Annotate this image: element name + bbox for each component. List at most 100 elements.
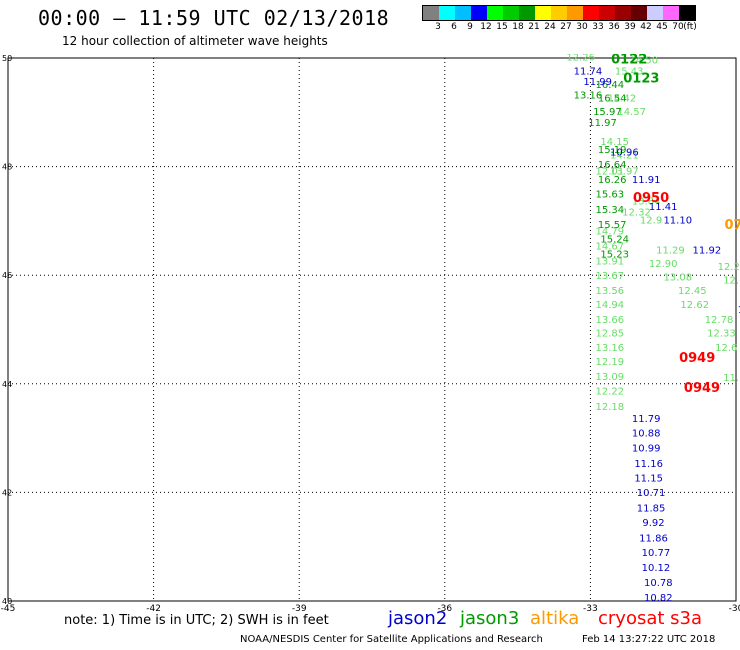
color-scale-swatch (615, 6, 631, 20)
wave-height-value: 11.29 (656, 245, 685, 256)
lon-tick-label: -42 (146, 604, 161, 614)
wave-height-value: 10.96 (610, 148, 639, 159)
wave-height-value: 14.94 (595, 300, 624, 311)
wave-height-value: 11.85 (637, 503, 666, 514)
wave-height-value: 12.9 (640, 216, 662, 227)
wave-height-value: 12.6 (715, 343, 737, 354)
lon-tick-label: -33 (583, 604, 598, 614)
color-scale-labels: 3 6 9 12 15 18 21 24 27 30 33 36 39 42 45 70 (ft) (422, 21, 697, 33)
color-scale-label: 15 (496, 22, 508, 32)
wave-height-value: 13.16 (574, 91, 603, 102)
color-scale-swatch (455, 6, 471, 20)
color-scale-swatch (567, 6, 583, 20)
lon-tick-label: -45 (1, 604, 16, 614)
wave-height-value: 14.57 (617, 107, 646, 118)
wave-height-value: 12.33 (707, 329, 736, 340)
wave-height-value: 11.16 (634, 459, 663, 470)
color-scale-label: 42 (640, 22, 652, 32)
wave-height-value: 10.82 (644, 593, 673, 604)
wave-height-value: 14.67 (595, 242, 624, 253)
color-scale-bar (422, 5, 696, 21)
wave-height-value: 11.92 (693, 245, 722, 256)
color-scale-label: 27 (560, 22, 572, 32)
wave-height-value: 13.91 (595, 256, 624, 267)
wave-height-value: 14.50 (629, 55, 658, 66)
wave-height-value: 12.90 (649, 259, 678, 270)
lon-tick-label: -39 (292, 604, 307, 614)
wave-height-value: 13.09 (595, 372, 624, 383)
color-scale-swatch (535, 6, 551, 20)
lat-tick-label: 42 (2, 488, 12, 497)
wave-height-value: 16.26 (598, 175, 627, 186)
wave-height-value: 11.41 (649, 202, 678, 213)
color-scale-swatch (423, 6, 439, 20)
lat-tick-label: 50 (2, 54, 12, 63)
color-scale-swatch (551, 6, 567, 20)
wave-height-value: 12.22 (595, 387, 624, 398)
page-title: 00:00 – 11:59 UTC 02/13/2018 (38, 6, 390, 30)
page-subtitle: 12 hour collection of altimeter wave hei… (62, 34, 328, 48)
wave-height-value: 12.01 (595, 167, 624, 178)
wave-height-value: 13.66 (595, 315, 624, 326)
lon-tick-label: -36 (437, 604, 452, 614)
color-scale-legend: 3 6 9 12 15 18 21 24 27 30 33 36 39 42 45 70 (ft) (422, 5, 697, 33)
color-scale-swatch (663, 6, 679, 20)
lat-tick-label: 44 (2, 380, 12, 389)
color-scale-label: 39 (624, 22, 636, 32)
legend-jason2: jason2 (388, 608, 448, 629)
wave-height-value: 11. (723, 373, 739, 384)
wave-height-value: 11.79 (632, 414, 661, 425)
wave-height-value: 11. (738, 305, 740, 316)
wave-height-value: 15.57 (598, 220, 627, 231)
wave-height-value: 14.42 (608, 93, 637, 104)
map-frame (7, 57, 737, 602)
wave-height-value: 15.63 (595, 190, 624, 201)
wave-height-value: 12.26 (566, 53, 595, 64)
wave-height-value: 12.18 (595, 402, 624, 413)
wave-height-value: 10.12 (642, 563, 671, 574)
legend-jason3: jason3 (460, 608, 520, 629)
lon-tick-label: -30 (729, 604, 740, 614)
pass-time-label: 0949 (684, 381, 720, 396)
color-scale-label: 3 (435, 22, 441, 32)
wave-height-value: 13.97 (610, 167, 639, 178)
wave-height-value: 15.24 (600, 235, 629, 246)
wave-height-value: 16.64 (598, 160, 627, 171)
wave-height-value: 10.88 (632, 428, 661, 439)
wave-height-value: 12. (723, 275, 739, 286)
wave-height-value: 14.15 (600, 137, 629, 148)
wave-height-value: 15.97 (593, 107, 622, 118)
color-scale-label: 70 (672, 22, 684, 32)
color-scale-swatch (503, 6, 519, 20)
wave-height-value: 10.78 (644, 578, 673, 589)
wave-height-value: 12.2 (718, 262, 740, 273)
color-scale-swatch (471, 6, 487, 20)
color-scale-label: 21 (528, 22, 540, 32)
color-scale-label: 12 (480, 22, 492, 32)
wave-height-value: 11.15 (634, 474, 663, 485)
color-scale-swatch (631, 6, 647, 20)
color-scale-label: 9 (467, 22, 473, 32)
footer-timestamp: Feb 14 13:27:22 UTC 2018 (582, 634, 716, 645)
wave-height-value: 11.10 (663, 216, 692, 227)
color-scale-label: (ft) (683, 22, 697, 32)
lat-tick-label: 40 (2, 597, 12, 606)
wave-height-value: 13.08 (663, 273, 692, 284)
color-scale-swatch (439, 6, 455, 20)
color-scale-label: 24 (544, 22, 556, 32)
color-scale-swatch (583, 6, 599, 20)
wave-height-value: 13.67 (595, 271, 624, 282)
color-scale-label: 18 (512, 22, 524, 32)
color-scale-swatch (599, 6, 615, 20)
pass-time-label: 0948 (718, 623, 740, 638)
wave-height-value: 13.56 (595, 286, 624, 297)
wave-height-value: 15.23 (600, 249, 629, 260)
wave-height-value: 12.85 (595, 329, 624, 340)
color-scale-swatch (519, 6, 535, 20)
wave-height-value: 13.16 (595, 343, 624, 354)
wave-height-value: 11.74 (574, 66, 603, 77)
wave-height-value: 10.99 (632, 444, 661, 455)
wave-height-value: 15.34 (595, 205, 624, 216)
